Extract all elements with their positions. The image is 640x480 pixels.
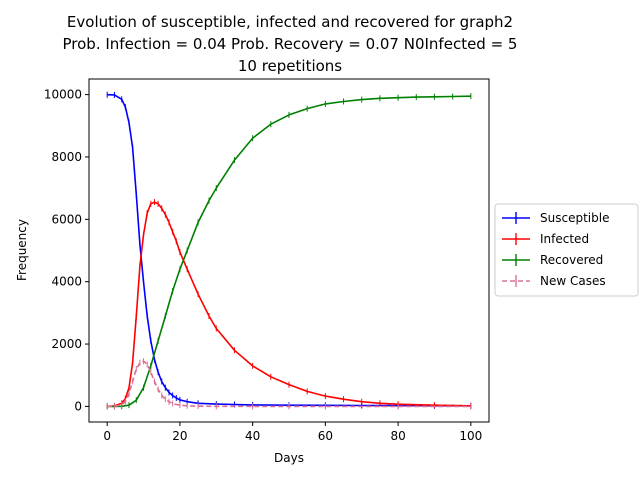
series-line-new-cases — [107, 360, 471, 408]
legend-label: New Cases — [540, 274, 606, 288]
y-axis-label: Frequency — [15, 219, 29, 281]
legend-entry-infected: Infected — [502, 232, 589, 246]
series-line-susceptible — [107, 93, 471, 407]
x-tick-label: 60 — [318, 429, 333, 443]
y-tick-label: 2000 — [51, 337, 82, 351]
series-layer — [106, 91, 472, 410]
axes-frame — [88, 78, 490, 423]
series-recovered — [106, 93, 472, 410]
y-tick-label: 10000 — [44, 88, 82, 102]
chart-title-line-2: Prob. Infection = 0.04 Prob. Recovery = … — [63, 35, 518, 53]
x-tick-label: 100 — [459, 429, 482, 443]
x-axis-label: Days — [274, 451, 304, 465]
legend-label: Infected — [540, 232, 589, 246]
chart-title-line-3: 10 repetitions — [238, 57, 342, 75]
series-new-cases — [106, 358, 472, 410]
legend-box — [494, 203, 639, 297]
legend: Susceptible Infected Recovered New Cases — [494, 203, 639, 297]
legend-label: Susceptible — [540, 211, 609, 225]
y-axis: 0 2000 4000 6000 8000 10000 — [44, 88, 89, 413]
chart-title-line-1: Evolution of susceptible, infected and r… — [67, 13, 513, 31]
y-tick-label: 6000 — [51, 212, 82, 226]
x-tick-label: 40 — [245, 429, 260, 443]
x-axis: 0 20 40 60 80 100 — [103, 422, 482, 443]
y-tick-label: 4000 — [51, 275, 82, 289]
legend-entry-recovered: Recovered — [502, 253, 603, 267]
legend-entry-new-cases: New Cases — [502, 274, 606, 288]
legend-label: Recovered — [540, 253, 603, 267]
legend-entry-susceptible: Susceptible — [502, 211, 609, 225]
y-tick-label: 8000 — [51, 150, 82, 164]
x-tick-label: 20 — [172, 429, 187, 443]
y-tick-label: 0 — [74, 399, 82, 413]
x-tick-label: 80 — [390, 429, 405, 443]
x-tick-label: 0 — [103, 429, 111, 443]
